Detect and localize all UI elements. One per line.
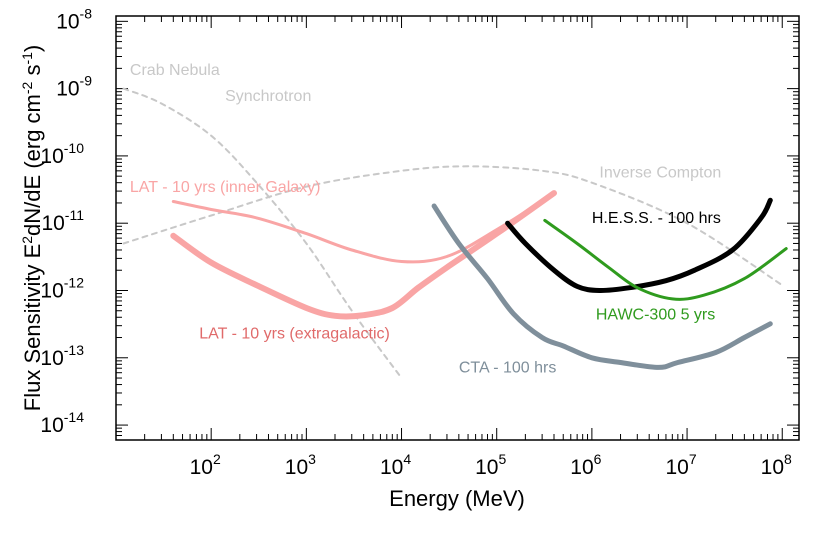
tick-exponent: -12 [64,274,84,290]
axis-ticks [115,16,799,441]
y-tick-label: 10-11 [41,207,84,235]
tick-base: 10 [56,10,79,33]
y-axis-title-end: ) [20,45,45,52]
tick-exponent: -10 [64,140,84,156]
tick-exponent: -14 [64,409,84,425]
x-tick-label: 107 [665,451,696,479]
tick-exponent: 6 [594,451,602,467]
tick-base: 10 [40,347,63,370]
x-tick-labels: 102 103 104 105 106 107 108 [190,451,792,479]
tick-base: 10 [40,279,63,302]
y-tick-label: 10-14 [40,409,84,437]
series-line-lat-10-yrs-extragalactic [170,190,557,320]
x-tick-label: 106 [570,451,601,479]
annotation-lat-10-yrs-extragalactic: LAT - 10 yrs (extragalactic) [199,325,390,342]
tick-exponent: -11 [65,207,84,223]
y-tick-label: 10-10 [40,140,84,168]
tick-exponent: 3 [308,451,316,467]
series-line-cta-100-hrs [431,203,773,370]
tick-base: 10 [475,456,498,479]
y-axis-title: Flux Sensitivity E2dN/dE (erg cm-2 s-1) [19,45,45,411]
tick-base: 10 [56,78,79,101]
y-tick-label: 10-12 [40,274,84,302]
y-axis-title-sup2: -2 [19,81,35,94]
tick-exponent: 2 [213,451,221,467]
annotation-cta-100-hrs: CTA - 100 hrs [459,360,557,377]
annotation-lat-10-yrs-inner-galaxy: LAT - 10 yrs (inner Galaxy) [130,179,321,196]
tick-base: 10 [190,456,213,479]
tick-base: 10 [570,456,593,479]
tick-exponent: -13 [64,342,84,358]
y-tick-label: 10-13 [40,342,84,370]
x-tick-label: 108 [761,451,792,479]
x-tick-label: 102 [190,451,221,479]
series-line-lat-10-yrs-inner-galaxy [171,191,556,264]
tick-exponent: 5 [498,451,506,467]
annotation-h-e-s-s-100-hrs: H.E.S.S. - 100 hrs [592,210,721,227]
y-axis-title-sup: 2 [19,236,35,244]
x-tick-label: 105 [475,451,506,479]
annotation-hawc-300-5-yrs: HAWC-300 5 yrs [596,307,715,324]
x-axis-title: Energy (MeV) [389,486,525,511]
series-line-h-e-s-s-100-hrs [505,197,773,294]
tick-base: 10 [41,212,64,235]
y-tick-label: 10-8 [56,5,92,33]
tick-base: 10 [380,456,403,479]
annotation-crab-nebula: Crab Nebula [130,62,220,79]
y-axis-title-sup3: -1 [19,52,35,65]
curve-labels: Crab Nebula Synchrotron Inverse Compton LAT… [130,62,721,377]
x-tick-label: 104 [380,451,411,479]
annotation-inverse-compton: Inverse Compton [599,164,721,181]
series-line-crab-nebula-synchrotron [122,87,403,379]
plot-frame [115,15,800,441]
tick-exponent: -8 [80,5,93,21]
tick-base: 10 [285,456,308,479]
data-curves [122,87,788,379]
y-axis-title-rest: dN/dE (erg cm [20,94,45,236]
annotation-synchrotron: Synchrotron [225,88,311,105]
tick-exponent: 7 [689,451,697,467]
tick-exponent: -9 [80,73,93,89]
y-tick-label: 10-9 [56,73,92,101]
tick-base: 10 [665,456,688,479]
tick-base: 10 [761,456,784,479]
y-axis-title-rest2: s [20,65,45,82]
tick-base: 10 [40,414,63,437]
x-tick-label: 103 [285,451,316,479]
tick-exponent: 8 [784,451,792,467]
tick-exponent: 4 [403,451,411,467]
tick-base: 10 [40,145,63,168]
y-axis-title-base: Flux Sensitivity E [20,244,45,412]
series-line-hawc-300-5-yrs [543,218,788,301]
series-line-inverse-compton [122,165,784,287]
